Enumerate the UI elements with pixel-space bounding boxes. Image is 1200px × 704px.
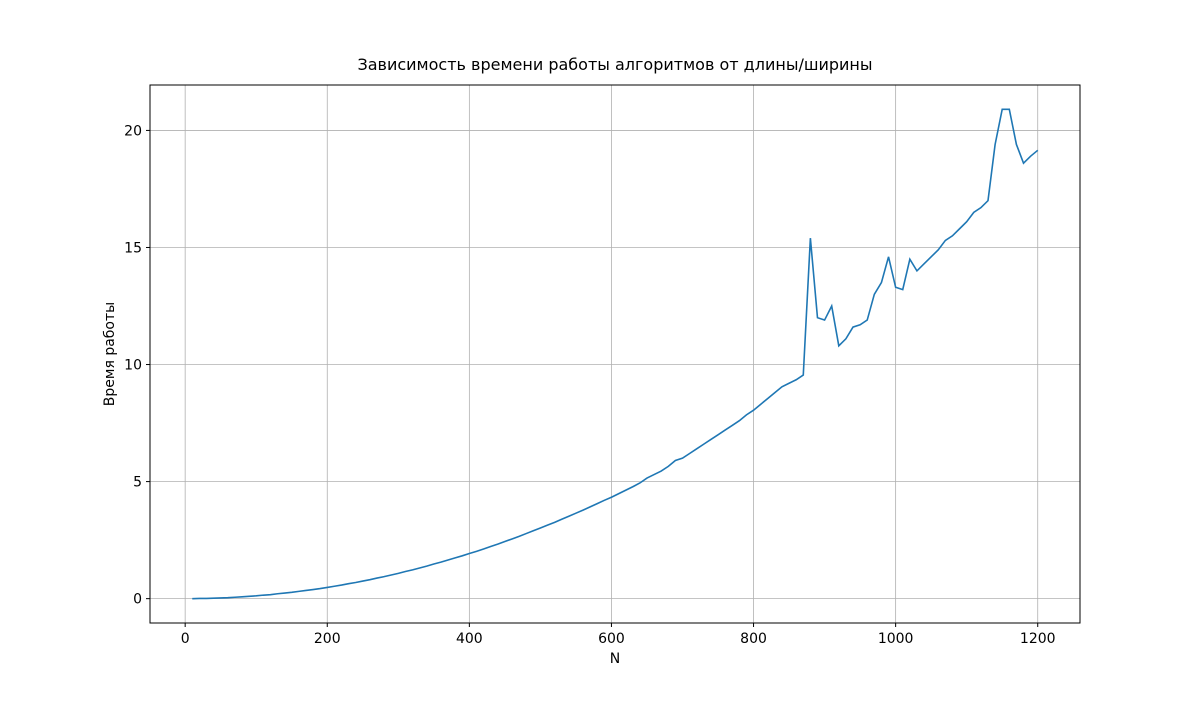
x-tick-label: 400 [456, 631, 483, 647]
x-tick-label: 800 [740, 631, 767, 647]
x-tick-label: 200 [314, 631, 341, 647]
y-tick-label: 5 [133, 475, 142, 491]
y-tick-label: 20 [124, 123, 142, 139]
y-tick-label: 15 [124, 240, 142, 256]
x-tick-label: 0 [181, 631, 190, 647]
x-tick-label: 1000 [878, 631, 914, 647]
x-tick-label: 600 [598, 631, 625, 647]
x-tick-label: 1200 [1020, 631, 1056, 647]
y-axis-label: Время работы [102, 302, 118, 406]
chart-title: Зависимость времени работы алгоритмов от… [357, 55, 872, 74]
line [192, 108, 1039, 600]
plot-frame [149, 84, 1081, 624]
y-tick-label: 10 [124, 358, 142, 374]
x-axis-label: N [610, 651, 620, 667]
y-tick-label: 0 [133, 592, 142, 608]
